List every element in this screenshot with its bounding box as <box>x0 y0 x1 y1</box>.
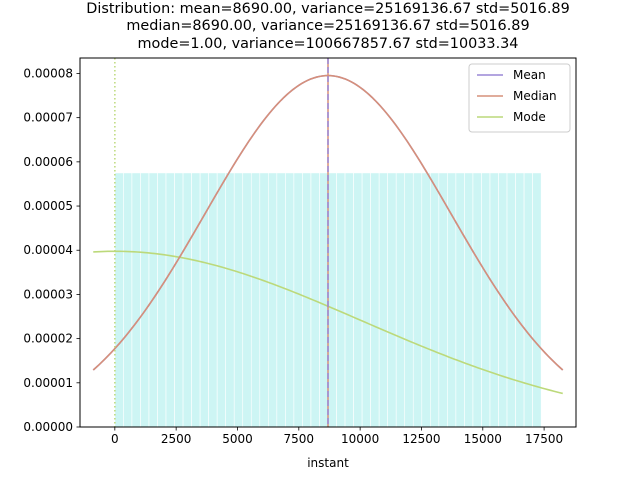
histogram-bar <box>174 172 184 428</box>
legend-label-mode: Mode <box>513 110 546 124</box>
histogram-bar <box>506 172 516 428</box>
y-tick-label: 0.00007 <box>23 111 73 125</box>
histogram-bar <box>208 172 218 428</box>
y-tick-label: 0.00003 <box>23 287 73 301</box>
histogram-bar <box>225 172 235 428</box>
histogram-bar <box>523 172 533 428</box>
histogram-bar <box>353 172 363 428</box>
histogram-bar <box>268 172 278 428</box>
histogram-bar <box>430 172 440 428</box>
histogram-bar <box>191 172 201 428</box>
legend-label-mean: Mean <box>513 68 546 82</box>
legend-label-median: Median <box>513 89 557 103</box>
histogram-bar <box>532 172 542 428</box>
title-line-3: mode=1.00, variance=100667857.67 std=100… <box>138 36 519 52</box>
histogram-bar <box>114 172 124 428</box>
y-tick-label: 0.00006 <box>23 155 73 169</box>
y-tick-label: 0.00004 <box>23 243 73 257</box>
y-axis-ticks: 0.00000 0.00001 0.00002 0.00003 0.00004 0.000… <box>23 66 80 434</box>
histogram-bar <box>233 172 244 428</box>
x-axis-ticks: 0 2500 5000 7500 10000 12500 15000 17500 <box>111 427 563 446</box>
histogram-bar <box>327 172 337 428</box>
y-tick-label: 0.00000 <box>23 420 73 434</box>
plot-area-frame <box>79 57 577 428</box>
x-tick-label: 2500 <box>161 432 192 446</box>
histogram-bar <box>464 172 474 428</box>
histogram-bar <box>481 172 491 428</box>
x-axis-label: instant <box>307 456 349 470</box>
histogram-bar <box>302 172 312 428</box>
x-tick-label: 17500 <box>525 432 563 446</box>
histogram-bar <box>140 172 150 428</box>
histogram-bar <box>319 172 329 428</box>
histogram-bar <box>412 172 423 428</box>
y-tick-label: 0.00008 <box>23 66 73 80</box>
y-tick-label: 0.00001 <box>23 376 73 390</box>
x-tick-label: 7500 <box>284 432 315 446</box>
histogram-bar <box>378 172 388 428</box>
y-tick-label: 0.00002 <box>23 332 73 346</box>
histogram-bar <box>131 172 141 428</box>
histogram-bar <box>276 172 286 428</box>
histogram-bar <box>165 172 175 428</box>
histogram-bar <box>387 172 397 428</box>
histogram-bar <box>182 172 192 428</box>
histogram-bar <box>123 172 133 428</box>
legend-box <box>468 63 571 133</box>
histogram-bar <box>250 172 261 428</box>
histogram-bar <box>395 172 406 428</box>
histogram-bar <box>157 172 167 428</box>
title-line-2: median=8690.00, variance=25169136.67 std… <box>126 18 529 34</box>
histogram-bar <box>259 172 269 428</box>
y-tick-label: 0.00005 <box>23 199 73 213</box>
histogram-bar <box>216 172 226 428</box>
x-tick-label: 12500 <box>402 432 440 446</box>
x-tick-label: 15000 <box>464 432 502 446</box>
histogram-bar <box>438 172 448 428</box>
histogram-bar <box>242 172 252 428</box>
histogram-bar <box>515 172 525 428</box>
histogram-bar <box>361 172 371 428</box>
x-tick-label: 10000 <box>341 432 379 446</box>
histogram-bar <box>370 172 380 428</box>
histogram-bar <box>344 172 354 428</box>
histogram-bar <box>421 172 431 428</box>
x-tick-label: 0 <box>111 432 119 446</box>
legend: Mean Median Mode <box>468 63 571 133</box>
histogram-bar <box>455 172 465 428</box>
histogram-bar <box>472 172 482 428</box>
histogram-bar <box>285 172 295 428</box>
histogram-bars <box>114 172 542 428</box>
chart-title: Distribution: mean=8690.00, variance=251… <box>86 1 569 52</box>
statistic-lines <box>114 58 329 427</box>
x-tick-label: 5000 <box>222 432 253 446</box>
histogram-bar <box>489 172 499 428</box>
histogram-bar <box>336 172 346 428</box>
title-line-1: Distribution: mean=8690.00, variance=251… <box>86 1 569 17</box>
histogram-bar <box>404 172 414 428</box>
histogram-bar <box>293 172 303 428</box>
